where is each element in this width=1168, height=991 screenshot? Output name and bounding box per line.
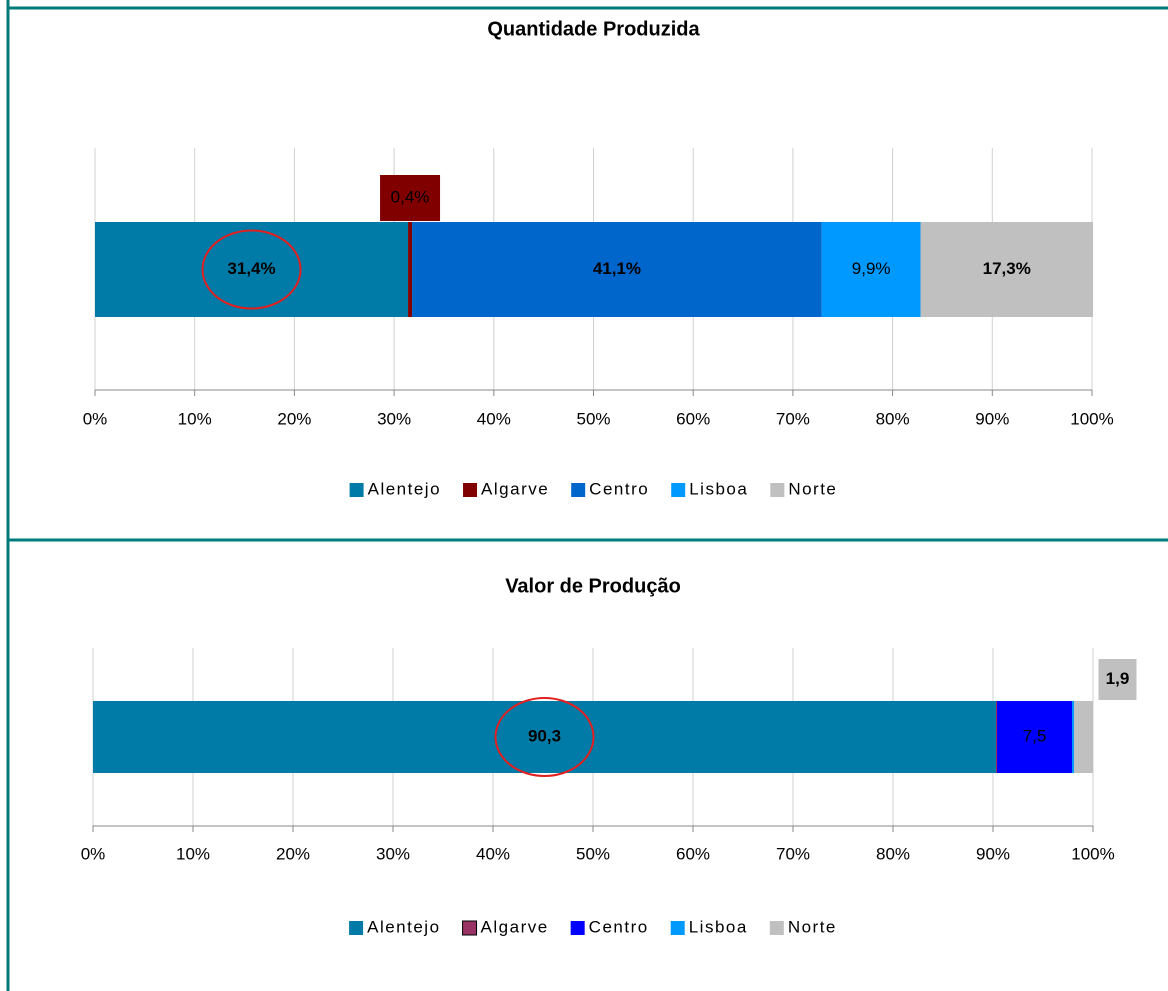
x-tick-label: 30% <box>376 844 410 863</box>
x-tick-label: 50% <box>576 844 610 863</box>
x-tick-label: 0% <box>83 409 108 428</box>
x-tick-label: 10% <box>176 844 210 863</box>
legend-label: Alentejo <box>368 479 441 498</box>
x-tick-label: 60% <box>676 844 710 863</box>
data-label: 41,1% <box>593 259 641 278</box>
label-box <box>1098 659 1137 700</box>
legend-swatch <box>349 921 364 935</box>
x-tick-label: 100% <box>1070 409 1113 428</box>
legend-label: Algarve <box>481 917 549 936</box>
data-label: 9,9% <box>852 259 891 278</box>
bar-segment <box>821 222 921 317</box>
x-tick-label: 80% <box>876 844 910 863</box>
label-box <box>380 175 441 221</box>
data-label: 7,5 <box>1023 726 1047 745</box>
highlight-ellipse <box>201 229 302 310</box>
x-tick-label: 70% <box>776 844 810 863</box>
bar-segment <box>920 222 1093 317</box>
data-label: 31,4% <box>227 259 275 278</box>
bar-segment <box>412 222 822 317</box>
legend-swatch <box>769 921 784 935</box>
legend-swatch <box>571 483 586 497</box>
x-tick-label: 90% <box>975 409 1009 428</box>
highlight-ellipse <box>494 697 595 777</box>
bar-segment <box>1072 701 1074 773</box>
bar-segment <box>95 222 409 317</box>
x-tick-label: 40% <box>476 844 510 863</box>
legend-swatch <box>462 920 478 936</box>
bar-segment <box>408 222 413 317</box>
legend-label: Centro <box>589 917 649 936</box>
bar-segment <box>996 701 997 773</box>
bar-segment <box>997 701 1072 773</box>
x-tick-label: 70% <box>776 409 810 428</box>
x-tick-label: 0% <box>81 844 106 863</box>
chart-title: Quantidade Produzida <box>487 18 700 40</box>
x-tick-label: 60% <box>676 409 710 428</box>
x-tick-label: 20% <box>276 844 310 863</box>
legend: Alentejo Algarve Centro Lisboa Norte <box>349 479 837 498</box>
bar-segment <box>1074 701 1093 773</box>
data-label: 1,9 <box>1106 669 1130 688</box>
legend-swatch <box>670 921 685 935</box>
legend-swatch <box>349 483 364 497</box>
chart-title: Valor de Produção <box>505 575 681 597</box>
x-tick-label: 20% <box>277 409 311 428</box>
legend-label: Alentejo <box>367 917 440 936</box>
data-label: 90,3 <box>528 726 561 745</box>
x-tick-label: 40% <box>477 409 511 428</box>
legend-swatch <box>671 483 686 497</box>
x-tick-label: 50% <box>576 409 610 428</box>
legend-swatch <box>463 483 478 497</box>
x-tick-label: 10% <box>178 409 212 428</box>
x-tick-label: 100% <box>1071 844 1114 863</box>
data-label: 0,4% <box>391 187 430 206</box>
data-label: 17,3% <box>983 259 1031 278</box>
legend-swatch <box>770 483 785 497</box>
legend-swatch <box>570 921 585 935</box>
legend-label: Centro <box>589 479 649 498</box>
legend-label: Lisboa <box>689 917 748 936</box>
legend-label: Norte <box>788 479 837 498</box>
x-tick-label: 30% <box>377 409 411 428</box>
bar-segment <box>93 701 996 773</box>
legend: Alentejo Algarve Centro Lisboa Norte <box>349 917 837 936</box>
legend-label: Lisboa <box>689 479 748 498</box>
legend-label: Algarve <box>481 479 549 498</box>
x-tick-label: 90% <box>976 844 1010 863</box>
x-tick-label: 80% <box>876 409 910 428</box>
legend-label: Norte <box>788 917 837 936</box>
